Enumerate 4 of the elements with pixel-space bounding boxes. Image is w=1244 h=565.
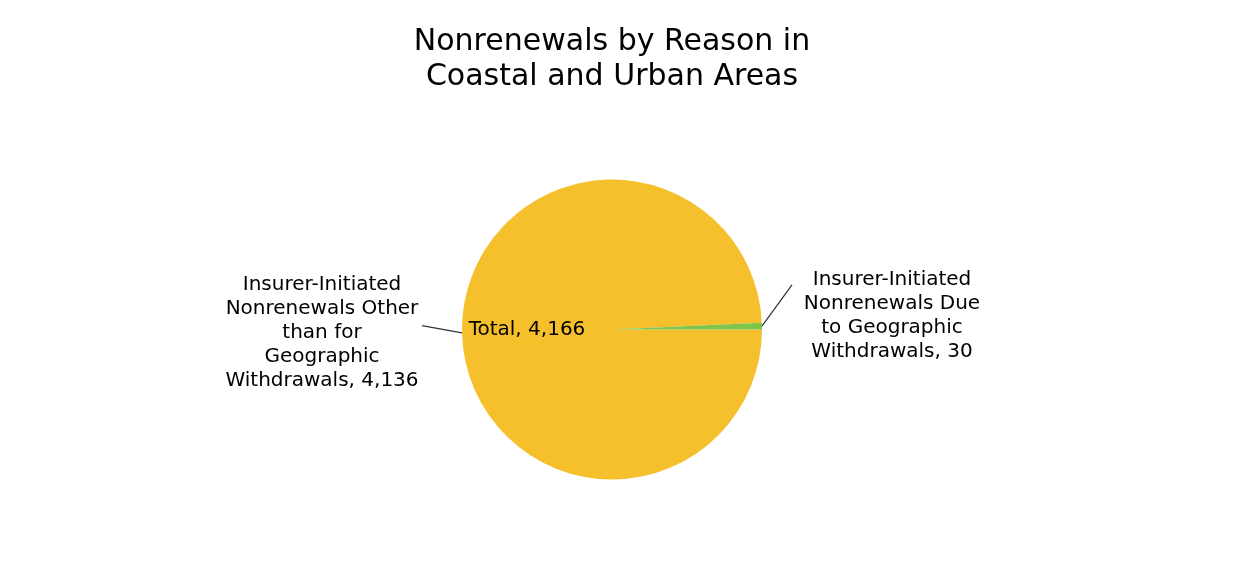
text: Total, 4,166 <box>467 315 586 340</box>
slice-label: Insurer-Initiated Nonrenewals Due to Geographic Withdrawals, 30 <box>803 266 981 363</box>
slice-label: Insurer-Initiated Nonrenewals Other than for Geographic Withdrawals, 4,136 <box>225 271 420 392</box>
chart-title: Nonrenewals by Reason in Coastal and Urban Areas <box>413 22 811 92</box>
